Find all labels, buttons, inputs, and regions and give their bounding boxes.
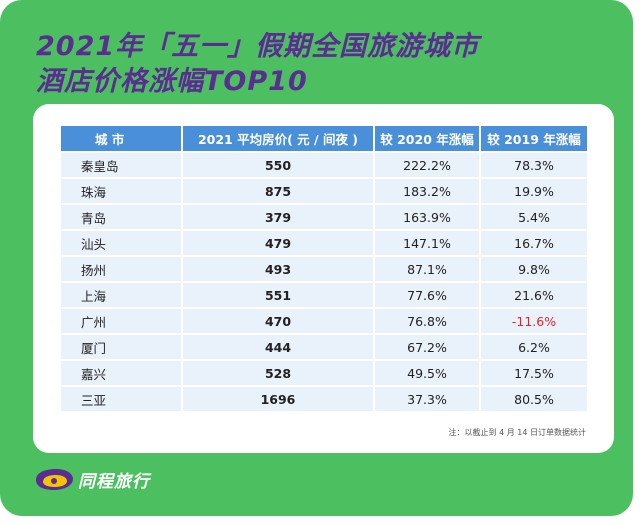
cell-price: 550 xyxy=(181,153,373,177)
cell-vs-2020: 76.8% xyxy=(373,309,479,333)
cell-city: 三亚 xyxy=(61,387,181,411)
cell-city: 广州 xyxy=(61,309,181,333)
cell-vs-2019: 78.3% xyxy=(479,153,587,177)
cell-city: 嘉兴 xyxy=(61,361,181,385)
cell-vs-2020: 49.5% xyxy=(373,361,479,385)
brand-logo: 同程旅行 xyxy=(34,467,150,492)
cell-city: 扬州 xyxy=(61,257,181,281)
cell-vs-2019: 16.7% xyxy=(479,231,587,255)
tongcheng-logo-icon xyxy=(36,468,73,490)
title-line-1: 2021年「五一」假期全国旅游城市 xyxy=(36,31,480,62)
cell-vs-2019: 21.6% xyxy=(479,283,587,307)
cell-city: 汕头 xyxy=(61,231,181,255)
cell-vs-2020: 147.1% xyxy=(373,231,479,255)
cell-price: 551 xyxy=(181,283,373,307)
cell-city: 珠海 xyxy=(61,179,181,203)
brand-name: 同程旅行 xyxy=(78,472,150,492)
cell-price: 470 xyxy=(181,309,373,333)
column-header-vs-2020: 较 2020 年涨幅 xyxy=(373,126,479,151)
cell-price: 379 xyxy=(181,205,373,229)
table-row: 汕头 479 147.1% 16.7% xyxy=(61,231,587,255)
cell-vs-2019: 6.2% xyxy=(479,335,587,359)
cell-vs-2019: 9.8% xyxy=(479,257,587,281)
table-row: 厦门 444 67.2% 6.2% xyxy=(61,335,587,359)
cell-price: 493 xyxy=(181,257,373,281)
table-row: 珠海 875 183.2% 19.9% xyxy=(61,179,587,203)
table-body: 秦皇岛 550 222.2% 78.3% 珠海 875 183.2% 19.9% 青岛 379 16… xyxy=(61,153,587,411)
cell-vs-2020: 163.9% xyxy=(373,205,479,229)
cell-vs-2019: 80.5% xyxy=(479,387,587,411)
cell-vs-2020: 67.2% xyxy=(373,335,479,359)
cell-vs-2020: 87.1% xyxy=(373,257,479,281)
footnote: 注：以截止到 4 月 14 日订单数据统计 xyxy=(448,428,586,437)
table-row: 上海 551 77.6% 21.6% xyxy=(61,283,587,307)
poster-background: 2021年「五一」假期全国旅游城市 酒店价格涨幅TOP10 城 市 2021 平… xyxy=(0,0,633,516)
cell-vs-2020: 77.6% xyxy=(373,283,479,307)
column-header-vs-2019: 较 2019 年涨幅 xyxy=(479,126,587,151)
cell-price: 444 xyxy=(181,335,373,359)
cell-price: 479 xyxy=(181,231,373,255)
price-table: 城 市 2021 平均房价( 元 / 间夜 ) 较 2020 年涨幅 较 201… xyxy=(61,124,587,413)
cell-price: 875 xyxy=(181,179,373,203)
cell-price: 528 xyxy=(181,361,373,385)
cell-city: 青岛 xyxy=(61,205,181,229)
cell-city: 厦门 xyxy=(61,335,181,359)
table-row: 广州 470 76.8% -11.6% xyxy=(61,309,587,333)
table-card: 城 市 2021 平均房价( 元 / 间夜 ) 较 2020 年涨幅 较 201… xyxy=(33,104,614,453)
table-row: 嘉兴 528 49.5% 17.5% xyxy=(61,361,587,385)
table-row: 三亚 1696 37.3% 80.5% xyxy=(61,387,587,411)
column-header-price: 2021 平均房价( 元 / 间夜 ) xyxy=(181,126,373,151)
table-row: 青岛 379 163.9% 5.4% xyxy=(61,205,587,229)
cell-vs-2019: 17.5% xyxy=(479,361,587,385)
cell-vs-2020: 183.2% xyxy=(373,179,479,203)
cell-price: 1696 xyxy=(181,387,373,411)
table-row: 扬州 493 87.1% 9.8% xyxy=(61,257,587,281)
cell-vs-2019: -11.6% xyxy=(479,309,587,333)
cell-vs-2020: 37.3% xyxy=(373,387,479,411)
cell-vs-2019: 19.9% xyxy=(479,179,587,203)
cell-city: 秦皇岛 xyxy=(61,153,181,177)
column-header-city: 城 市 xyxy=(61,126,181,151)
title-line-2: 酒店价格涨幅TOP10 xyxy=(36,66,308,97)
cell-vs-2019: 5.4% xyxy=(479,205,587,229)
table-row: 秦皇岛 550 222.2% 78.3% xyxy=(61,153,587,177)
table-header-row: 城 市 2021 平均房价( 元 / 间夜 ) 较 2020 年涨幅 较 201… xyxy=(61,126,587,151)
cell-city: 上海 xyxy=(61,283,181,307)
cell-vs-2020: 222.2% xyxy=(373,153,479,177)
